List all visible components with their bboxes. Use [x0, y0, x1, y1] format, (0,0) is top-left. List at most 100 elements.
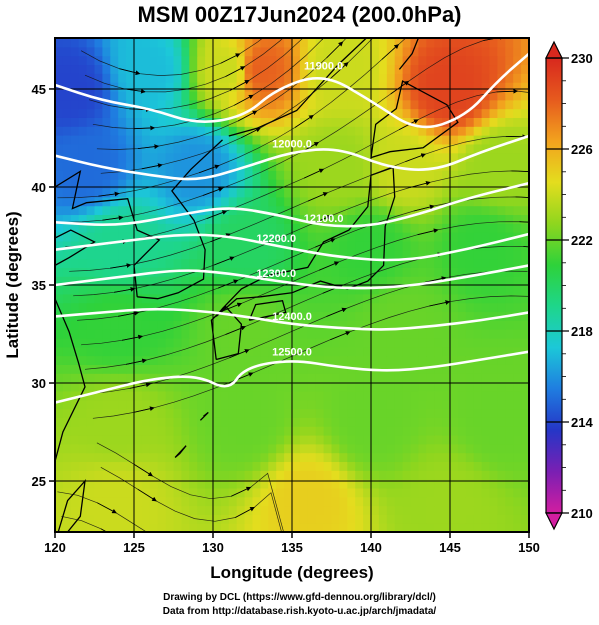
heatmap-cell: [307, 311, 317, 321]
heatmap-cell: [205, 479, 214, 489]
heatmap-cell: [181, 143, 190, 154]
heatmap-cell: [339, 523, 348, 532]
heatmap-cell: [189, 170, 198, 180]
heatmap-cell: [118, 337, 127, 348]
heatmap-cell: [331, 302, 340, 313]
heatmap-cell: [292, 126, 301, 136]
heatmap-cell: [189, 126, 198, 136]
heatmap-cell: [489, 417, 498, 427]
heatmap-cell: [197, 223, 206, 233]
heatmap-cell: [118, 205, 127, 216]
heatmap-cell: [465, 390, 475, 401]
heatmap-cell: [244, 514, 254, 524]
heatmap-cell: [513, 514, 522, 524]
heatmap-cell: [426, 223, 435, 233]
heatmap-cell: [173, 46, 182, 57]
heatmap-cell: [228, 196, 238, 207]
heatmap-cell: [521, 434, 529, 445]
heatmap-cell: [347, 214, 356, 224]
heatmap-cell: [402, 514, 412, 524]
heatmap-cell: [197, 311, 206, 321]
heatmap-cell: [189, 426, 198, 436]
heatmap-cell: [157, 46, 167, 57]
heatmap-cell: [149, 470, 159, 480]
heatmap-cell: [426, 311, 435, 321]
heatmap-cell: [173, 285, 182, 295]
heatmap-cell: [505, 382, 514, 392]
heatmap-cell: [62, 108, 72, 118]
heatmap-cell: [386, 90, 396, 101]
heatmap-cell: [62, 373, 72, 383]
heatmap-cell: [331, 73, 340, 83]
heatmap-cell: [331, 514, 340, 524]
heatmap-cell: [134, 214, 143, 224]
heatmap-cell: [363, 329, 372, 339]
heatmap-cell: [355, 38, 364, 48]
heatmap-cell: [213, 46, 222, 57]
heatmap-cell: [355, 514, 364, 524]
heatmap-cell: [442, 232, 451, 242]
heatmap-cell: [228, 267, 238, 277]
heatmap-cell: [355, 214, 364, 224]
heatmap-cell: [173, 364, 182, 374]
heatmap-cell: [86, 452, 96, 463]
heatmap-cell: [149, 514, 159, 524]
heatmap-cell: [141, 240, 151, 251]
x-tick-label: 140: [360, 540, 382, 555]
heatmap-cell: [70, 470, 80, 480]
heatmap-cell: [70, 320, 80, 330]
heatmap-cell: [118, 135, 127, 145]
heatmap-cell: [228, 426, 238, 436]
heatmap-cell: [252, 223, 261, 233]
heatmap-cell: [363, 240, 372, 251]
heatmap-cell: [94, 311, 103, 321]
heatmap-cell: [371, 90, 380, 101]
heatmap-cell: [213, 55, 222, 66]
heatmap-cell: [347, 320, 356, 330]
heatmap-cell: [236, 214, 246, 224]
heatmap-cell: [70, 452, 80, 463]
heatmap-cell: [299, 382, 309, 392]
heatmap-cell: [339, 382, 348, 392]
heatmap-cell: [102, 126, 111, 136]
heatmap-cell: [489, 276, 498, 286]
heatmap-cell: [410, 99, 419, 110]
heatmap-cell: [378, 82, 388, 92]
heatmap-cell: [102, 117, 111, 127]
heatmap-cell: [292, 152, 301, 163]
heatmap-cell: [157, 337, 167, 348]
heatmap-cell: [149, 55, 159, 66]
heatmap-cell: [426, 64, 435, 74]
wind-arrow: [405, 153, 426, 162]
heatmap-cell: [244, 479, 254, 489]
heatmap-cell: [315, 302, 325, 313]
heatmap-cell: [220, 64, 230, 74]
heatmap-cell: [110, 479, 119, 489]
heatmap-cell: [276, 179, 285, 189]
heatmap-cell: [292, 223, 301, 233]
heatmap-cell: [284, 196, 293, 207]
heatmap-cell: [371, 258, 380, 268]
heatmap-cell: [62, 426, 72, 436]
heatmap-cell: [489, 108, 498, 118]
heatmap-cell: [165, 417, 175, 427]
heatmap-cell: [497, 523, 506, 532]
heatmap-cell: [189, 487, 198, 498]
heatmap-cell: [307, 276, 317, 286]
heatmap-cell: [505, 337, 514, 348]
heatmap-cell: [213, 320, 222, 330]
heatmap-cell: [331, 38, 340, 48]
heatmap-cell: [497, 505, 506, 515]
heatmap-cell: [102, 496, 111, 507]
heatmap-cell: [473, 311, 483, 321]
heatmap-cell: [244, 214, 254, 224]
heatmap-cell: [213, 126, 222, 136]
heatmap-cell: [513, 240, 522, 251]
heatmap-cell: [78, 382, 88, 392]
heatmap-cell: [213, 64, 222, 74]
heatmap-cell: [189, 135, 198, 145]
heatmap-cell: [434, 223, 443, 233]
heatmap-cell: [197, 355, 206, 365]
heatmap-cell: [426, 196, 435, 207]
heatmap-cell: [442, 461, 451, 471]
